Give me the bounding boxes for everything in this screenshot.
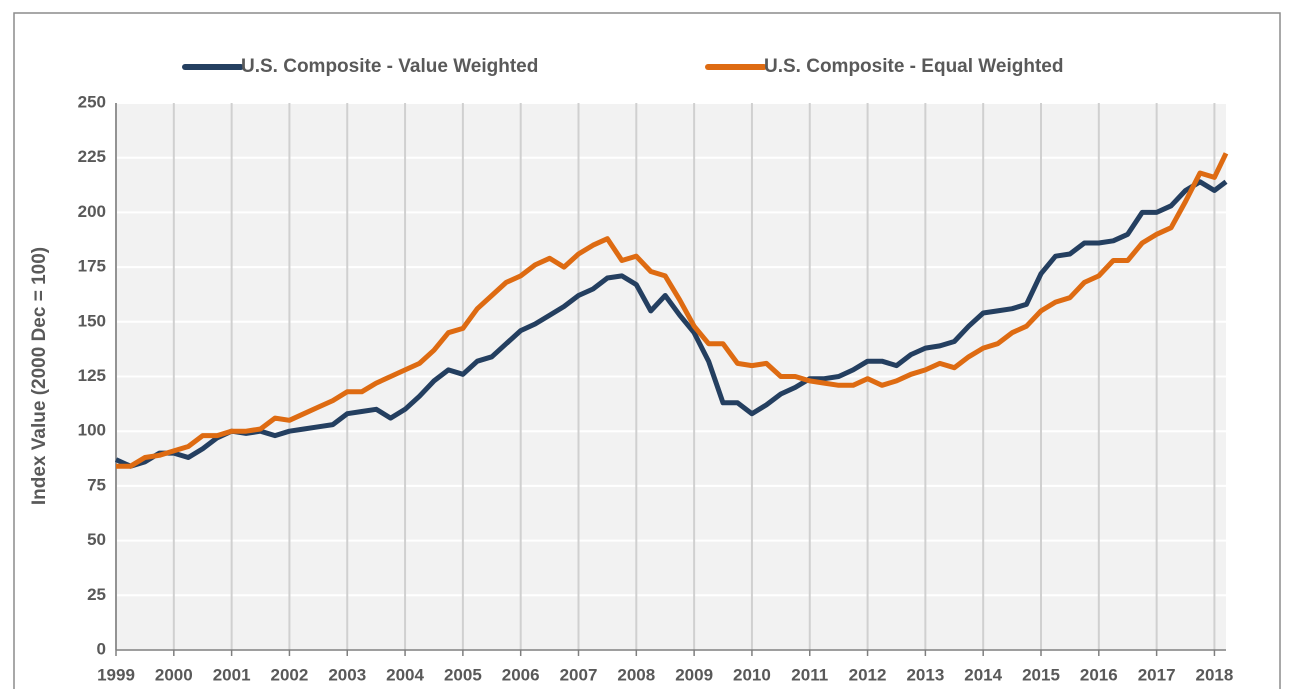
y-tick-label: 50 — [87, 530, 106, 549]
x-tick-label: 2017 — [1138, 665, 1176, 684]
x-tick-label: 2009 — [675, 665, 713, 684]
legend-label: U.S. Composite - Equal Weighted — [764, 56, 1063, 77]
x-tick-label: 2016 — [1080, 665, 1118, 684]
y-tick-label: 175 — [78, 257, 106, 276]
x-tick-label: 2000 — [155, 665, 193, 684]
y-tick-label: 125 — [78, 366, 106, 385]
y-tick-label: 200 — [78, 202, 106, 221]
x-tick-label: 2003 — [328, 665, 366, 684]
x-tick-label: 2014 — [964, 665, 1002, 684]
x-tick-label: 2007 — [560, 665, 598, 684]
legend-label: U.S. Composite - Value Weighted — [241, 56, 538, 77]
series-line — [114, 179, 1228, 469]
y-tick-label: 100 — [78, 421, 106, 440]
y-tick-label: 25 — [87, 585, 106, 604]
x-tick-label: 2011 — [791, 665, 828, 684]
x-tick-label: 2006 — [502, 665, 540, 684]
y-axis-label: Index Value (2000 Dec = 100) — [29, 247, 50, 505]
y-tick-label: 0 — [97, 639, 106, 658]
x-tick-label: 2002 — [271, 665, 309, 684]
y-tick-label: 225 — [78, 147, 106, 166]
y-tick-label: 150 — [78, 311, 106, 330]
x-tick-label: 2008 — [617, 665, 655, 684]
chart-frame — [13, 12, 1281, 689]
x-tick-label: 2005 — [444, 665, 482, 684]
x-tick-label: 2004 — [386, 665, 424, 684]
x-tick-label: 1999 — [97, 665, 135, 684]
y-tick-label: 250 — [78, 92, 106, 111]
x-tick-label: 2015 — [1022, 665, 1060, 684]
x-tick-label: 2018 — [1196, 665, 1234, 684]
x-tick-label: 2012 — [849, 665, 887, 684]
x-tick-label: 2001 — [213, 665, 251, 684]
x-tick-label: 2013 — [906, 665, 944, 684]
x-tick-label: 2010 — [733, 665, 771, 684]
series-line — [116, 152, 1229, 469]
y-tick-label: 75 — [87, 475, 106, 494]
